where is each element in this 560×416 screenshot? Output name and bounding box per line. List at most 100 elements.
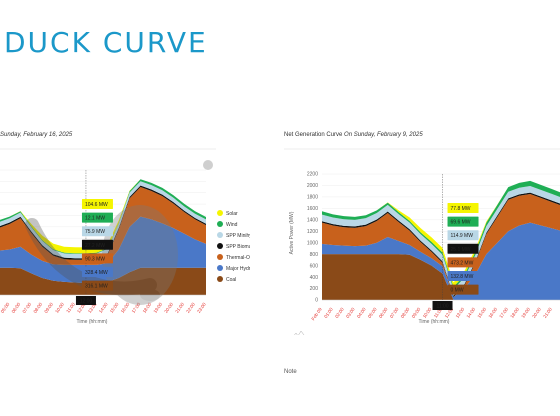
x-tick-label: 19:00 — [152, 301, 163, 314]
y-tick-label: 200 — [310, 286, 319, 292]
x-tick-label: 11:00 — [433, 306, 444, 318]
x-tick-label: 18:00 — [509, 306, 520, 319]
x-tick-label: 17:00 — [131, 301, 142, 314]
legend-label[interactable]: Thermal-Oil — [226, 255, 250, 261]
left-duck-chart: 03:0004:0005:0006:0007:0008:0009:0010:00… — [0, 145, 250, 335]
tooltip-value: 114.9 MW — [451, 233, 474, 239]
y-tick-label: 1200 — [307, 229, 318, 235]
y-tick-label: 2000 — [307, 183, 318, 189]
tooltip-box-coal — [447, 284, 479, 295]
legend-label[interactable]: Major Hydro — [226, 266, 250, 272]
tooltip-value: 69.6 MW — [451, 220, 471, 226]
y-tick-label: 2200 — [307, 172, 318, 178]
tooltip-time: 11:00 — [436, 304, 448, 310]
right-chart-title-prefix: Net Generation Curve — [284, 132, 343, 138]
legend-swatch[interactable] — [217, 265, 223, 271]
area-spp-minihydro — [322, 186, 560, 296]
legend-label[interactable]: SPP Biomass — [226, 244, 250, 250]
tooltip-time-badge — [432, 301, 453, 310]
tooltip-box-thermal-oil — [81, 253, 113, 264]
y-tick-label: 1000 — [307, 240, 318, 246]
tooltip-box-spp-minihydro — [81, 226, 113, 237]
y-tick-label: 1600 — [307, 206, 318, 212]
x-tick-label: 15:00 — [109, 301, 120, 314]
x-tick-label: 09:00 — [411, 306, 422, 319]
tooltip-value: 27.2 MW — [85, 243, 105, 249]
x-tick-label: 12:00 — [444, 306, 455, 319]
x-tick-label: 09:00 — [43, 301, 54, 314]
x-tick-label: 08:00 — [400, 306, 411, 319]
area-coal — [322, 254, 560, 300]
x-tick-label: 04:00 — [356, 306, 367, 319]
tooltip-value: 12.1 MW — [85, 216, 105, 222]
tooltip-box-spp-biomass — [81, 239, 113, 250]
tooltip-value: 328.4 MW — [85, 270, 108, 276]
slide-title: DUCK CURVE — [4, 26, 208, 59]
legend-swatch[interactable] — [217, 232, 223, 238]
x-tick-label: 07:00 — [389, 306, 400, 319]
x-tick-label: 23:00 — [196, 301, 207, 314]
x-tick-label: 17:00 — [498, 306, 509, 319]
y-tick-label: 0 — [315, 298, 318, 304]
right-chart-title: Net Generation Curve On Sunday, February… — [284, 132, 423, 138]
tooltip-box-spp-minihydro — [447, 230, 479, 241]
right-net-generation-chart: 0 200 400 600 800 1000 1200 1400 1600 1800 2000 220… — [284, 145, 560, 335]
tooltip-box-spp-biomass — [447, 243, 479, 254]
tooltip-value: 132.8 MW — [451, 274, 474, 280]
tooltip-value: 25.1 MW — [451, 247, 471, 253]
tooltip-box-wind — [81, 212, 113, 223]
legend-swatch[interactable] — [217, 221, 223, 227]
x-tick-label: 19:00 — [520, 306, 531, 319]
y-tick-label: 800 — [310, 252, 319, 258]
legend-swatch[interactable] — [217, 254, 223, 260]
y-tick-label: 1800 — [307, 195, 318, 201]
x-tick-label: 06:00 — [378, 306, 389, 319]
tooltip-value: 77.8 MW — [451, 206, 471, 212]
x-tick-label: 11:00 — [65, 301, 76, 313]
x-tick-label: 16:00 — [120, 301, 131, 314]
area-thermal-oil — [0, 187, 206, 265]
area-major-hydro — [322, 222, 560, 300]
x-tick-label: 22:00 — [185, 301, 196, 314]
x-tick-label: 20:00 — [531, 306, 542, 319]
y-tick-label: 600 — [310, 263, 319, 269]
right-chart-title-date: On Sunday, February 9, 2025 — [344, 132, 423, 138]
x-tick-label: 20:00 — [163, 301, 174, 314]
area-wind — [322, 180, 560, 290]
x-tick-label: 15:00 — [476, 306, 487, 319]
tooltip-box-wind — [447, 216, 479, 227]
x-tick-label: 03:00 — [345, 306, 356, 319]
legend-label[interactable]: Coal — [226, 277, 236, 283]
tooltip-value: 104.6 MW — [85, 202, 108, 208]
x-tick-label: 21:00 — [174, 301, 185, 314]
legend-swatch[interactable] — [217, 210, 223, 216]
legend-swatch[interactable] — [217, 276, 223, 282]
x-tick-label: 14:00 — [98, 301, 109, 314]
x-tick-label: 10:00 — [422, 306, 433, 319]
y-tick-label: 400 — [310, 275, 319, 281]
tooltip-time: 12:00 — [80, 299, 93, 305]
x-tick-label: 21:00 — [542, 306, 553, 319]
legend-label[interactable]: SPP Minihydro — [226, 233, 250, 239]
x-tick-label: 07:00 — [22, 301, 33, 314]
tooltip-box-solar — [447, 203, 479, 213]
right-y-axis-label: Active Power (MW) — [289, 211, 295, 254]
left-chart-title-date: Sunday, February 16, 2025 — [0, 132, 73, 138]
tooltip-time-badge — [75, 296, 96, 305]
x-tick-label: 05:00 — [367, 306, 378, 319]
area-major-hydro — [0, 216, 206, 284]
tooltip-value: 0 MW — [451, 288, 464, 294]
note-label: Note — [284, 369, 297, 375]
legend-label[interactable]: Solar — [226, 211, 238, 217]
tooltip-value: 316.1 MW — [85, 284, 108, 290]
legend-label[interactable]: Wind — [226, 222, 238, 228]
x-tick-label: 10:00 — [54, 301, 65, 314]
x-tick-label: 06:00 — [11, 301, 22, 314]
tooltip-box-solar — [81, 199, 113, 209]
legend-swatch[interactable] — [217, 243, 223, 249]
tooltip-box-major-hydro — [447, 271, 479, 281]
left-menu-icon[interactable] — [203, 160, 213, 170]
x-tick-label: 08:00 — [32, 301, 43, 314]
x-tick-label: 13:00 — [455, 306, 466, 319]
x-tick-label: 01:00 — [323, 306, 334, 319]
